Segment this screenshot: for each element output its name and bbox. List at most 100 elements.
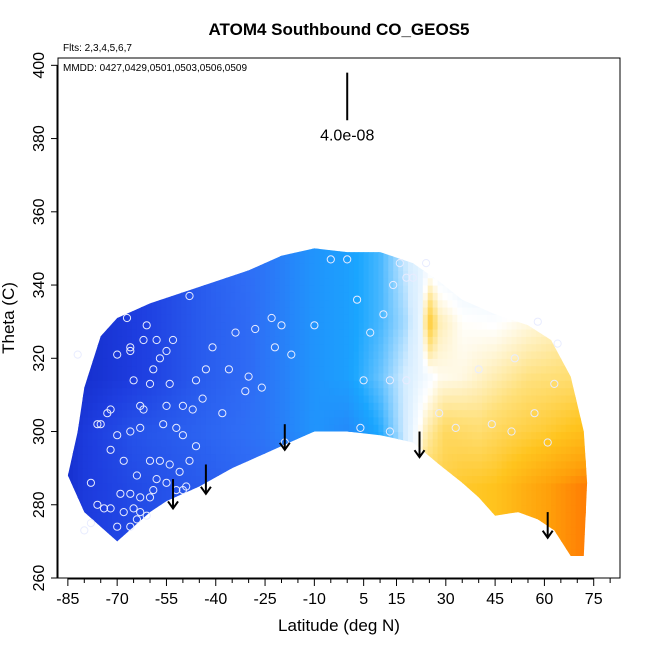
field-cell <box>265 431 271 440</box>
field-cell <box>368 460 375 469</box>
field-cell <box>551 372 557 381</box>
field-cell <box>176 504 182 513</box>
field-cell <box>506 519 513 528</box>
field-cell <box>517 556 523 564</box>
field-cell <box>329 314 335 323</box>
field-cell <box>186 431 192 440</box>
field-cell <box>447 314 453 323</box>
field-cell <box>191 490 197 498</box>
field-cell <box>245 234 251 242</box>
field-cell <box>142 556 148 564</box>
field-cell <box>482 402 488 411</box>
field-cell <box>279 329 286 337</box>
field-cell <box>343 248 350 249</box>
field-cell <box>560 314 567 323</box>
field-cell <box>491 351 498 359</box>
field-cell <box>58 439 64 447</box>
field-cell <box>555 314 562 323</box>
field-cell <box>304 248 310 257</box>
field-cell <box>107 234 113 242</box>
field-cell <box>358 358 365 367</box>
field-cell <box>408 336 414 345</box>
field-cell <box>146 248 153 257</box>
field-cell <box>225 490 232 498</box>
field-cell <box>245 255 251 264</box>
field-cell <box>82 446 89 455</box>
field-cell <box>245 321 251 330</box>
field-cell <box>279 468 286 476</box>
field-cell <box>329 541 335 550</box>
field-cell <box>161 446 167 455</box>
field-cell <box>67 329 69 337</box>
field-cell <box>250 534 256 542</box>
field-cell <box>284 519 291 528</box>
field-cell <box>477 431 483 440</box>
field-cell <box>580 285 587 293</box>
field-cell <box>141 424 148 433</box>
field-cell <box>501 358 508 367</box>
field-cell <box>339 512 345 520</box>
field-cell <box>408 519 414 528</box>
field-cell <box>122 512 128 520</box>
field-cell <box>82 482 89 491</box>
field-cell <box>274 526 281 535</box>
field-cell <box>501 365 508 374</box>
field-cell <box>486 336 493 345</box>
field-cell <box>284 285 291 293</box>
field-cell <box>72 372 79 381</box>
field-cell <box>151 468 158 476</box>
field-cell <box>87 372 94 381</box>
field-cell <box>477 504 483 513</box>
field-cell <box>590 461 596 469</box>
field-cell <box>491 548 498 556</box>
field-cell <box>546 482 552 491</box>
field-cell <box>72 482 79 491</box>
field-cell <box>186 548 192 556</box>
field-cell <box>112 490 118 498</box>
field-cell <box>314 438 320 447</box>
field-cell <box>472 534 478 542</box>
field-cell <box>186 468 192 476</box>
field-cell <box>373 534 379 542</box>
field-cell <box>235 329 241 337</box>
field-cell <box>432 534 439 542</box>
field-cell <box>472 358 478 367</box>
field-cell <box>136 468 143 476</box>
field-cell <box>309 475 315 484</box>
field-cell <box>279 387 286 396</box>
field-cell <box>541 497 547 506</box>
field-cell <box>398 534 404 542</box>
field-cell <box>378 402 384 411</box>
field-cell <box>363 468 370 476</box>
field-cell <box>457 343 463 352</box>
field-cell <box>72 409 79 418</box>
field-cell <box>210 534 217 542</box>
field-cell <box>87 351 94 359</box>
field-cell <box>220 446 227 455</box>
field-cell <box>403 556 409 564</box>
field-cell <box>334 365 340 374</box>
field-cell <box>334 387 340 396</box>
field-cell <box>486 504 493 513</box>
field-cell <box>417 468 424 476</box>
field-cell <box>452 336 458 345</box>
field-cell <box>486 285 493 293</box>
field-cell <box>412 365 419 374</box>
field-cell <box>580 365 587 374</box>
field-cell <box>477 526 483 535</box>
field-cell <box>442 314 448 323</box>
field-cell <box>368 497 375 506</box>
field-cell <box>171 255 177 264</box>
field-cell <box>496 534 503 542</box>
field-cell <box>512 563 518 571</box>
field-cell <box>107 299 113 308</box>
field-cell <box>329 292 335 301</box>
field-cell <box>339 336 345 345</box>
field-cell <box>496 504 503 513</box>
field-cell <box>447 263 453 271</box>
field-cell <box>565 343 572 352</box>
field-cell <box>408 299 414 308</box>
field-cell <box>422 402 429 411</box>
field-cell <box>555 321 562 330</box>
field-cell <box>324 416 330 425</box>
